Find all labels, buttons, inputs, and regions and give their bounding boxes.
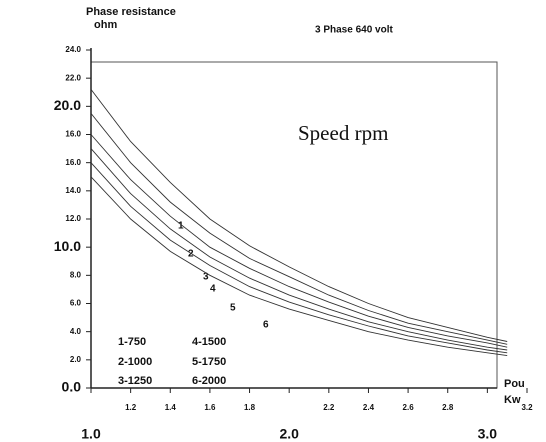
curve-label: 4 [210, 284, 216, 295]
curve [90, 176, 508, 357]
curve-label: 1 [178, 221, 184, 232]
x-tick-label: 1.2 [125, 403, 137, 412]
y-tick-label: 0.0 [62, 379, 82, 395]
x-tick-label: 2.2 [323, 403, 335, 412]
legend-entry: 3-1250 [118, 375, 152, 387]
curve [90, 134, 508, 348]
y-tick-label: 16.0 [65, 130, 81, 139]
curve-label: 5 [230, 303, 236, 314]
x-tick-label: 1.6 [204, 403, 216, 412]
y-axis-label: ohm [94, 19, 117, 31]
curve [90, 148, 508, 351]
x-tick-label: 2.8 [442, 403, 454, 412]
y-tick-label: 16.0 [65, 158, 81, 167]
y-tick-label: 2.0 [70, 355, 82, 364]
legend-entry: 2-1000 [118, 356, 152, 368]
curve-label: 2 [188, 249, 194, 260]
curve [90, 89, 508, 342]
x-axis-label: Pou [504, 378, 525, 390]
legend-entry: 1-750 [118, 336, 146, 348]
x-tick-label: 3.0 [478, 426, 498, 442]
x-tick-label: 1.8 [244, 403, 256, 412]
y-tick-label: 4.0 [70, 327, 82, 336]
y-tick-label: 6.0 [70, 299, 82, 308]
legend-entry: 4-1500 [192, 336, 226, 348]
x-tick-label: 3.2 [521, 403, 533, 412]
legend-entry: 5-1750 [192, 356, 226, 368]
chart-title: 3 Phase 640 volt [315, 25, 393, 36]
curve-label: 3 [203, 272, 209, 283]
curve-label: 6 [263, 320, 269, 331]
curve [90, 162, 508, 354]
y-tick-label: 10.0 [54, 238, 81, 254]
annotation: Speed rpm [298, 121, 388, 145]
legend-entry: 6-2000 [192, 375, 226, 387]
y-tick-label: 8.0 [70, 270, 82, 279]
y-axis-label: Phase resistance [86, 6, 176, 18]
x-axis-label: Kw [504, 394, 521, 406]
x-tick-label: 1.0 [81, 426, 101, 442]
x-tick-label: 2.0 [279, 426, 299, 442]
curve [90, 113, 508, 345]
y-tick-label: 20.0 [54, 97, 81, 113]
y-tick-label: 24.0 [65, 45, 81, 54]
x-tick-label: 2.4 [363, 403, 375, 412]
y-tick-label: 14.0 [65, 186, 81, 195]
y-tick-label: 22.0 [65, 73, 81, 82]
y-tick-label: 12.0 [65, 214, 81, 223]
x-tick-label: 1.4 [165, 403, 177, 412]
x-tick-label: 2.6 [403, 403, 415, 412]
